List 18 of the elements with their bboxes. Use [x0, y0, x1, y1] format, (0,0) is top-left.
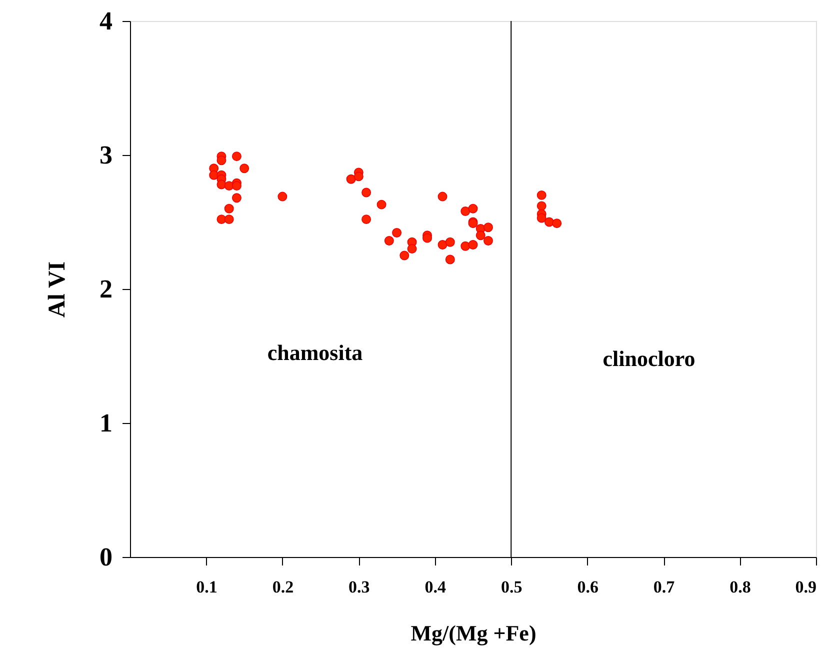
x-tick-label: 0.1 — [196, 578, 218, 596]
x-tick-label: 0.6 — [577, 578, 598, 596]
x-tick-label: 0.3 — [348, 578, 370, 596]
x-tick-label: 0.9 — [795, 578, 816, 596]
y-tick-label: 2 — [100, 274, 112, 304]
x-tick-label: 0.4 — [424, 578, 447, 596]
y-tick-label: 4 — [100, 6, 112, 36]
annotation: chamosita — [267, 340, 363, 365]
annotation: clinocloro — [602, 346, 696, 371]
y-axis-title: Al VI — [44, 261, 70, 318]
x-tick-label: 0.7 — [653, 578, 676, 596]
y-tick-label: 1 — [100, 408, 112, 438]
x-tick-label: 0.2 — [272, 578, 294, 596]
x-axis-title: Mg/(Mg +Fe) — [410, 620, 536, 646]
y-tick-label: 3 — [100, 140, 112, 170]
x-tick-label: 0.8 — [730, 578, 751, 596]
x-tick-label: 0.5 — [500, 578, 522, 596]
y-tick-label: 0 — [100, 542, 112, 572]
